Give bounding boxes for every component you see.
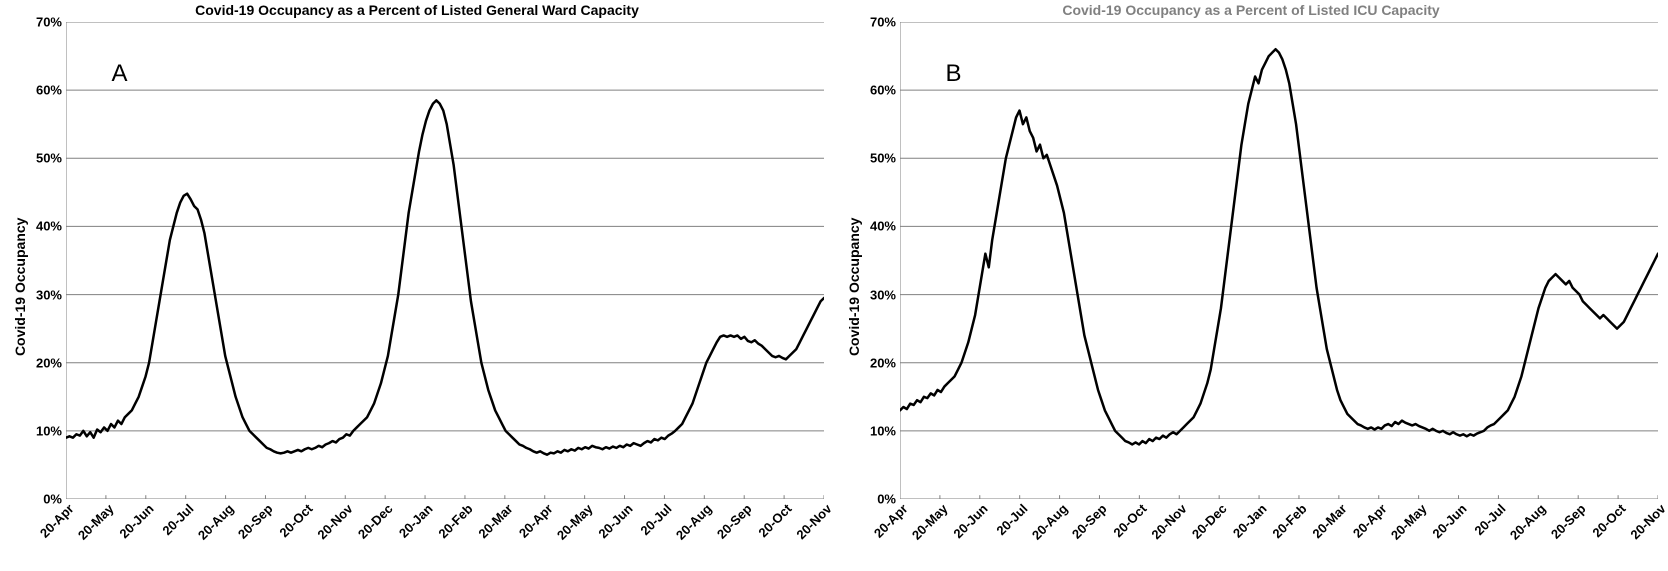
xtick-label: 20-Sep [1069,501,1110,542]
panel-b-plotwrap: 0%10%20%30%40%50%60%70% B 20-Apr20-May20… [864,22,1658,557]
panel-b: Covid-19 Occupancy as a Percent of Liste… [834,0,1668,571]
xtick-label: 20-Aug [194,501,236,543]
panel-b-yticks: 0%10%20%30%40%50%60%70% [864,22,900,499]
panel-b-letter: B [945,60,961,88]
panel-a-letter: A [111,60,127,88]
panel-b-ylabel: Covid-19 Occupancy [846,217,862,355]
ytick-label: 20% [36,355,62,370]
ytick-label: 30% [870,287,896,302]
panel-a-svg [66,22,824,499]
xtick-label: 20-Jul [638,501,675,538]
xtick-label: 20-Jul [159,501,196,538]
xtick-label: 20-Jan [396,501,436,541]
xtick-label: 20-Nov [1149,501,1190,542]
panel-b-ylabel-wrap: Covid-19 Occupancy [844,22,864,557]
ytick-label: 30% [36,287,62,302]
panel-a-ylabel-wrap: Covid-19 Occupancy [10,22,30,557]
ytick-label: 0% [43,492,62,507]
ytick-label: 0% [877,492,896,507]
xtick-label: 20-Feb [435,501,475,541]
xtick-label: 20-Nov [793,501,834,542]
xtick-label: 20-Sep [714,501,755,542]
panel-a-plot-area: A [66,22,824,499]
xtick-label: 20-Sep [235,501,276,542]
data-line [900,49,1658,444]
xtick-label: 20-Dec [355,501,396,542]
xtick-label: 20-Jun [950,501,990,541]
panel-a: Covid-19 Occupancy as a Percent of Liste… [0,0,834,571]
xtick-label: 20-Apr [1350,501,1390,541]
ytick-label: 70% [36,15,62,30]
ytick-label: 40% [36,219,62,234]
panel-a-title: Covid-19 Occupancy as a Percent of Liste… [10,2,824,18]
panel-a-plotrow: 0%10%20%30%40%50%60%70% A [30,22,824,499]
xtick-label: 20-Jan [1230,501,1270,541]
xtick-label: 20-Jun [116,501,156,541]
xtick-label: 20-Oct [277,501,316,540]
ytick-label: 40% [870,219,896,234]
xtick-label: 20-Jun [595,501,635,541]
xtick-label: 20-Jun [1429,501,1469,541]
panel-b-plot-area: B [900,22,1658,499]
ytick-label: 10% [870,423,896,438]
ytick-label: 10% [36,423,62,438]
xtick-label: 20-May [909,501,951,543]
xtick-label: 20-Nov [315,501,356,542]
data-line [66,100,824,454]
xtick-label: 20-Aug [1507,501,1549,543]
xtick-label: 20-Aug [673,501,715,543]
panel-b-body: Covid-19 Occupancy 0%10%20%30%40%50%60%7… [844,22,1658,557]
panel-b-plotrow: 0%10%20%30%40%50%60%70% B [864,22,1658,499]
xtick-label: 20-Oct [755,501,794,540]
xtick-label: 20-Oct [1589,501,1628,540]
xtick-label: 20-Aug [1028,501,1070,543]
chart-panels: Covid-19 Occupancy as a Percent of Liste… [0,0,1668,571]
ytick-label: 50% [36,151,62,166]
ytick-label: 20% [870,355,896,370]
xtick-label: 20-Sep [1548,501,1589,542]
ytick-label: 60% [36,83,62,98]
panel-a-plotwrap: 0%10%20%30%40%50%60%70% A 20-Apr20-May20… [30,22,824,557]
xtick-label: 20-Nov [1627,501,1668,542]
ytick-label: 60% [870,83,896,98]
panel-b-svg [900,22,1658,499]
panel-a-xticks: 20-Apr20-May20-Jun20-Jul20-Aug20-Sep20-O… [66,499,824,557]
panel-b-title: Covid-19 Occupancy as a Percent of Liste… [844,2,1658,18]
xtick-label: 20-May [553,501,595,543]
panel-a-yticks: 0%10%20%30%40%50%60%70% [30,22,66,499]
xtick-label: 20-May [1387,501,1429,543]
ytick-label: 50% [870,151,896,166]
xtick-label: 20-Jul [993,501,1030,538]
panel-a-ylabel: Covid-19 Occupancy [12,217,28,355]
xtick-label: 20-Oct [1111,501,1150,540]
panel-a-body: Covid-19 Occupancy 0%10%20%30%40%50%60%7… [10,22,824,557]
ytick-label: 70% [870,15,896,30]
xtick-label: 20-Apr [516,501,556,541]
xtick-label: 20-Apr [37,501,77,541]
xtick-label: 20-May [75,501,117,543]
xtick-label: 20-Feb [1269,501,1309,541]
panel-b-xticks: 20-Apr20-May20-Jun20-Jul20-Aug20-Sep20-O… [900,499,1658,557]
xtick-label: 20-Jul [1472,501,1509,538]
xtick-label: 20-Mar [1309,501,1349,541]
xtick-label: 20-Mar [475,501,515,541]
xtick-label: 20-Dec [1189,501,1230,542]
xtick-label: 20-Apr [871,501,911,541]
